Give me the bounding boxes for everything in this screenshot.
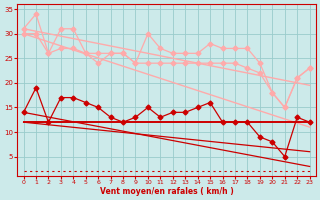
X-axis label: Vent moyen/en rafales ( km/h ): Vent moyen/en rafales ( km/h ) (100, 187, 234, 196)
